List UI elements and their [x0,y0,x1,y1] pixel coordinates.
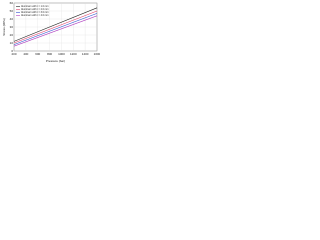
legend-label: Aluminum with t = 1.0 mm [21,5,49,8]
series-line [13,7,98,42]
x-tick-label: 1600 [94,52,100,56]
y-tick-label: 60 [10,1,14,5]
legend-label: Aluminum with t = 4.0 mm [21,14,49,17]
series-line [13,13,98,45]
series-line [13,10,98,44]
x-tick-label: 200 [11,52,16,56]
y-tick-label: 0 [11,49,13,53]
x-axis-label: Pressure (bar) [46,59,65,63]
x-tick-label: 600 [35,52,40,56]
x-tick-label: 1400 [82,52,89,56]
y-tick-label: 30 [10,25,14,29]
series-line [13,15,98,47]
y-tick-label: 10 [10,41,14,45]
x-tick-label: 400 [23,52,28,56]
y-tick-label: 50 [10,9,14,13]
y-tick-label: 20 [10,33,14,37]
chart: Pressure (bar) Stress (MPa) 0 10 20 30 40 50 6… [2,1,100,63]
legend-label: Aluminum with t = 2.0 mm [21,8,49,11]
y-tick-label: 40 [10,17,14,21]
x-tick-label: 1200 [70,52,77,56]
x-tick-label: 800 [47,52,52,56]
x-tick-label: 1000 [58,52,65,56]
y-axis-label: Stress (MPa) [2,18,6,36]
legend-label: Aluminum with t = 3.0 mm [21,11,49,14]
